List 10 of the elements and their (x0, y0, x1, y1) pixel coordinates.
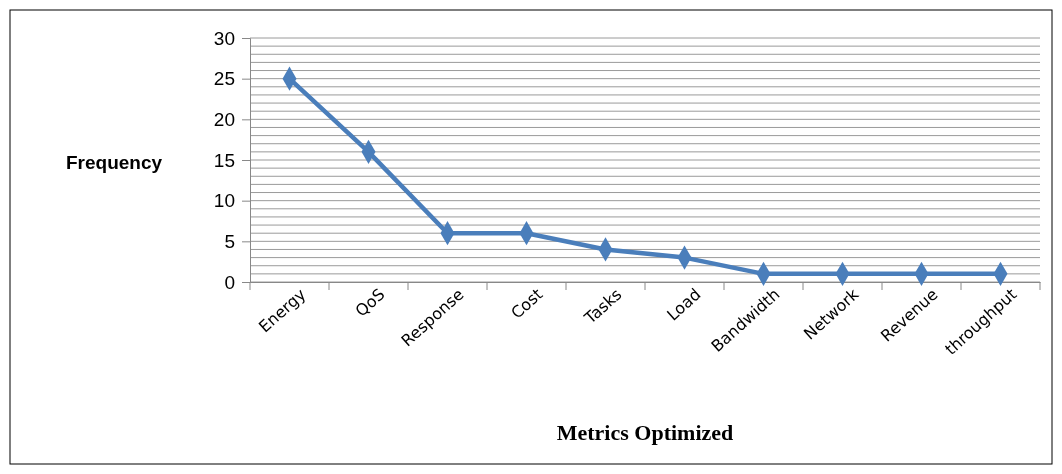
y-tick-label: 30 (213, 27, 235, 49)
x-axis-title: Metrics Optimized (556, 420, 734, 445)
x-tick-label: QoS (351, 284, 389, 321)
y-tick-label: 0 (224, 271, 235, 293)
y-tick-label: 20 (213, 108, 235, 130)
y-tick-label: 10 (213, 190, 235, 212)
y-tick-label: 5 (224, 230, 235, 252)
y-tick-label: 25 (213, 68, 235, 90)
y-tick-label: 15 (213, 149, 235, 171)
y-axis-title: Frequency (65, 152, 163, 173)
